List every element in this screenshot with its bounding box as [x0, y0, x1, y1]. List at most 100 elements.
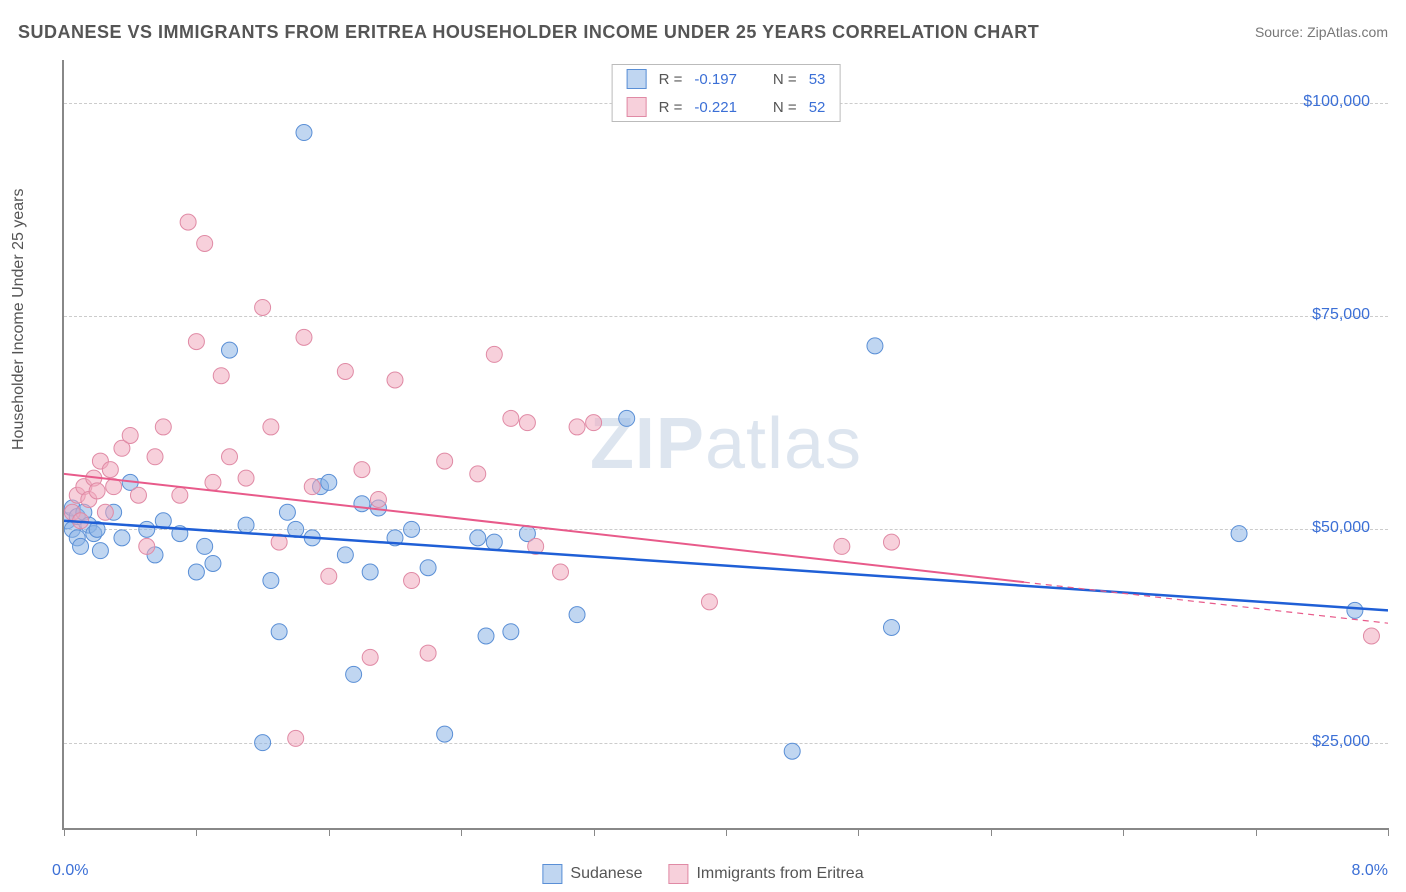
- scatter-point: [147, 449, 163, 465]
- legend-item-eritrea: Immigrants from Eritrea: [668, 864, 863, 884]
- scatter-point: [271, 624, 287, 640]
- scatter-point: [569, 607, 585, 623]
- n-value-1: 53: [809, 71, 826, 88]
- scatter-point: [73, 538, 89, 554]
- plot-area: ZIPatlas R = -0.197 N = 53 R = -0.221 N …: [62, 60, 1388, 830]
- scatter-point: [188, 564, 204, 580]
- source-label: Source: ZipAtlas.com: [1255, 24, 1388, 40]
- n-label-1: N =: [773, 71, 797, 88]
- x-tick: [329, 828, 330, 836]
- scatter-point: [172, 487, 188, 503]
- scatter-point: [321, 474, 337, 490]
- scatter-point: [437, 453, 453, 469]
- x-tick: [196, 828, 197, 836]
- scatter-point: [222, 449, 238, 465]
- scatter-point: [834, 538, 850, 554]
- scatter-point: [486, 534, 502, 550]
- scatter-point: [114, 530, 130, 546]
- scatter-point: [304, 479, 320, 495]
- scatter-point: [420, 560, 436, 576]
- scatter-point: [255, 735, 271, 751]
- correlation-legend-row-1: R = -0.197 N = 53: [613, 65, 840, 93]
- scatter-point: [569, 419, 585, 435]
- scatter-point: [205, 474, 221, 490]
- r-value-2: -0.221: [694, 99, 737, 116]
- scatter-point: [188, 334, 204, 350]
- legend-item-sudanese: Sudanese: [542, 864, 642, 884]
- legend-swatch-sudanese-bottom: [542, 864, 562, 884]
- scatter-point: [222, 342, 238, 358]
- source-prefix: Source:: [1255, 24, 1307, 40]
- scatter-point: [89, 483, 105, 499]
- scatter-point: [867, 338, 883, 354]
- legend-swatch-eritrea: [627, 97, 647, 117]
- scatter-point: [263, 573, 279, 589]
- scatter-point: [296, 329, 312, 345]
- scatter-point: [205, 555, 221, 571]
- scatter-point: [238, 470, 254, 486]
- scatter-point: [321, 568, 337, 584]
- n-value-2: 52: [809, 99, 826, 116]
- x-axis-label-min: 0.0%: [52, 862, 88, 880]
- scatter-point: [337, 547, 353, 563]
- scatter-point: [122, 427, 138, 443]
- scatter-point: [362, 564, 378, 580]
- scatter-point: [92, 543, 108, 559]
- legend-label-eritrea: Immigrants from Eritrea: [696, 865, 863, 883]
- scatter-point: [404, 521, 420, 537]
- scatter-point: [420, 645, 436, 661]
- chart-container: SUDANESE VS IMMIGRANTS FROM ERITREA HOUS…: [0, 0, 1406, 892]
- scatter-point: [130, 487, 146, 503]
- legend-swatch-eritrea-bottom: [668, 864, 688, 884]
- scatter-point: [354, 496, 370, 512]
- scatter-point: [486, 346, 502, 362]
- scatter-point: [139, 538, 155, 554]
- chart-title: SUDANESE VS IMMIGRANTS FROM ERITREA HOUS…: [18, 22, 1039, 43]
- x-tick: [461, 828, 462, 836]
- scatter-point: [884, 619, 900, 635]
- scatter-point: [354, 462, 370, 478]
- plot-svg: [64, 60, 1388, 828]
- scatter-point: [288, 730, 304, 746]
- scatter-point: [180, 214, 196, 230]
- n-label-2: N =: [773, 99, 797, 116]
- scatter-point: [296, 125, 312, 141]
- scatter-point: [337, 363, 353, 379]
- scatter-point: [139, 521, 155, 537]
- scatter-point: [97, 504, 113, 520]
- scatter-point: [155, 419, 171, 435]
- x-tick: [1123, 828, 1124, 836]
- scatter-point: [619, 410, 635, 426]
- source-name: ZipAtlas.com: [1307, 24, 1388, 40]
- x-tick: [991, 828, 992, 836]
- x-tick: [64, 828, 65, 836]
- correlation-legend: R = -0.197 N = 53 R = -0.221 N = 52: [612, 64, 841, 122]
- scatter-point: [437, 726, 453, 742]
- scatter-point: [553, 564, 569, 580]
- scatter-point: [586, 415, 602, 431]
- scatter-point: [404, 573, 420, 589]
- scatter-point: [346, 666, 362, 682]
- r-value-1: -0.197: [694, 71, 737, 88]
- x-tick: [1256, 828, 1257, 836]
- scatter-point: [263, 419, 279, 435]
- scatter-point: [238, 517, 254, 533]
- x-axis-label-max: 8.0%: [1352, 862, 1388, 880]
- scatter-point: [519, 415, 535, 431]
- scatter-point: [197, 538, 213, 554]
- scatter-point: [478, 628, 494, 644]
- scatter-point: [503, 410, 519, 426]
- scatter-point: [387, 372, 403, 388]
- r-label-1: R =: [659, 71, 683, 88]
- y-axis-label: Householder Income Under 25 years: [10, 189, 28, 450]
- x-tick: [858, 828, 859, 836]
- r-label-2: R =: [659, 99, 683, 116]
- scatter-point: [102, 462, 118, 478]
- scatter-point: [470, 530, 486, 546]
- scatter-point: [784, 743, 800, 759]
- scatter-point: [701, 594, 717, 610]
- scatter-point: [279, 504, 295, 520]
- x-tick: [726, 828, 727, 836]
- series-legend: Sudanese Immigrants from Eritrea: [542, 864, 863, 884]
- scatter-point: [470, 466, 486, 482]
